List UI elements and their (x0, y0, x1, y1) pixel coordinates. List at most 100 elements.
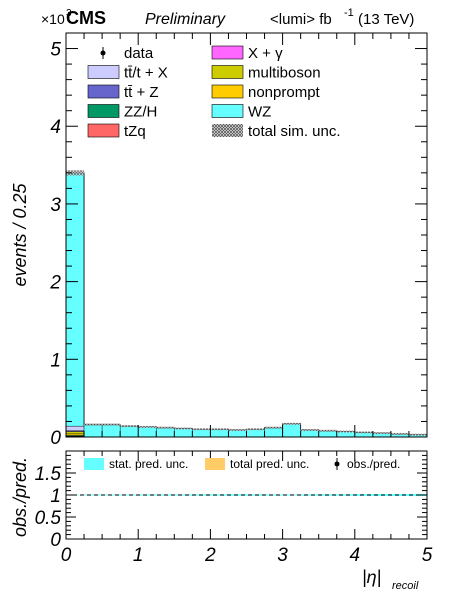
energy-label: (13 TeV) (358, 11, 414, 28)
unc-band-bin-13 (300, 429, 319, 431)
x-axis-label: |η| (362, 567, 381, 587)
unc-band-bin-11 (264, 426, 283, 429)
ratio-y-tick-label: 0 (50, 530, 61, 551)
ratio-legend-label: obs./pred. (347, 457, 400, 471)
unc-band-bin-19 (408, 433, 427, 436)
legend-data-marker (100, 50, 106, 56)
bar-wz-bin-10 (246, 429, 265, 438)
bar-wz-bin-11 (264, 427, 283, 438)
stat-unc-bin-8 (210, 494, 229, 496)
legend: data X + γ tt̄/t + X multiboson tt̄ + Z nonpr… (87, 45, 341, 140)
unc-band-bin-6 (174, 427, 193, 430)
y-multiplier-exponent: 3 (66, 8, 72, 19)
stat-unc-bin-1 (84, 494, 103, 496)
unc-band-bin-8 (210, 428, 229, 431)
x-tick-label: 0 (61, 545, 72, 566)
legend-label: data (124, 45, 154, 62)
ratio-legend-marker (334, 461, 340, 467)
legend-swatch (211, 104, 244, 118)
ratio-legend-label: total pred. unc. (230, 457, 309, 471)
legend-swatch (87, 104, 120, 118)
unc-band-bin-2 (102, 423, 121, 426)
unc-band-bin-5 (156, 426, 175, 429)
x-tick-label: 5 (422, 545, 433, 566)
main-y-axis: 0 1 2 3 4 5 (49, 40, 427, 449)
legend-label: tZq (124, 123, 146, 140)
bar-wz-bin-13 (300, 429, 319, 438)
stat-unc-bin-15 (336, 494, 355, 496)
legend-label: nonprompt (248, 84, 321, 101)
y-tick-label: 4 (50, 117, 61, 138)
legend-swatch (87, 123, 120, 138)
legend-label: tt̄ + Z (124, 84, 159, 101)
unc-band-bin-14 (318, 429, 337, 432)
unc-band-bin-3 (120, 425, 139, 428)
unc-band-bin-0 (66, 170, 85, 176)
ratio-x-axis: 0 1 2 3 4 5 (61, 451, 433, 566)
legend-hatch-swatch (212, 124, 243, 137)
legend-swatch (87, 65, 120, 79)
y-tick-label: 5 (50, 40, 61, 61)
x-axis-label-subscript: recoil (392, 580, 419, 592)
y-tick-label: 2 (49, 273, 61, 294)
legend-label: total sim. unc. (248, 123, 341, 140)
x-tick-label: 1 (133, 545, 144, 566)
unc-band-bin-7 (192, 428, 211, 431)
main-x-axis (65, 33, 428, 437)
unc-band-bin-10 (246, 428, 265, 431)
x-tick-label: 2 (204, 545, 216, 566)
y-multiplier: ×10 (41, 11, 65, 27)
ratio-y-axis-label: obs./pred. (10, 457, 30, 537)
bar-wz-bin-9 (228, 429, 247, 438)
unc-band-bin-9 (228, 429, 247, 431)
unc-band-bin-4 (138, 425, 157, 428)
legend-swatch (211, 45, 244, 60)
legend-swatch (211, 65, 244, 79)
total-outline (65, 172, 427, 437)
legend-label: multiboson (248, 65, 321, 82)
bar-tt-t-x-bin-0 (65, 425, 85, 431)
stat-unc-bin-4 (138, 494, 157, 496)
ratio-y-tick-label: 1.5 (35, 464, 62, 485)
ratio-legend-swatch (84, 458, 104, 470)
bar-wz-bin-6 (174, 428, 193, 438)
unc-band-bin-17 (372, 432, 391, 435)
x-tick-label: 4 (350, 545, 361, 566)
preliminary-label: Preliminary (145, 11, 226, 28)
main-y-axis-label: events / 0.25 (10, 182, 30, 286)
ratio-y-axis: 00.511.5 (35, 454, 427, 551)
bar-wz-bin-12 (282, 423, 301, 438)
ratio-y-tick-label: 0.5 (35, 508, 62, 529)
legend-label: X + γ (248, 45, 283, 62)
legend-swatch (211, 84, 244, 99)
bar-wz-bin-8 (210, 429, 229, 438)
y-tick-label: 1 (50, 350, 61, 371)
stat-unc-bin-11 (264, 494, 283, 496)
bar-wz-bin-5 (156, 427, 175, 438)
y-tick-label: 0 (50, 428, 61, 449)
legend-swatch (87, 84, 120, 99)
legend-label: WZ (248, 104, 271, 121)
bar-wz-bin-7 (192, 429, 211, 438)
legend-label: tt̄/t + X (124, 65, 168, 82)
x-tick-label: 3 (277, 545, 288, 566)
total-sim-unc-band (66, 170, 427, 436)
main-panel: 0 1 2 3 4 5 events / 0.25 data X + γ tt̄/t + X m… (10, 32, 428, 449)
unc-band-bin-1 (84, 423, 103, 426)
ratio-y-tick-label: 1 (50, 486, 61, 507)
y-tick-label: 3 (50, 195, 61, 216)
stacked-bars (65, 172, 428, 438)
unc-band-bin-12 (282, 422, 301, 425)
ratio-legend: stat. pred. unc. total pred. unc. obs./pre… (84, 457, 400, 471)
legend-label: ZZ/H (124, 104, 157, 121)
bar-wz-bin-4 (137, 426, 157, 438)
lumi-label: <lumi> fb (270, 11, 332, 28)
stat-unc-bin-6 (174, 494, 193, 496)
stat-unc-bin-18 (390, 494, 409, 496)
ratio-legend-swatch (205, 458, 225, 470)
unc-band-bin-15 (336, 430, 355, 433)
stat-unc-bin-13 (300, 494, 319, 496)
bar-nonprompt-bin-0 (65, 433, 85, 436)
bar-wz-bin-1 (83, 424, 103, 438)
